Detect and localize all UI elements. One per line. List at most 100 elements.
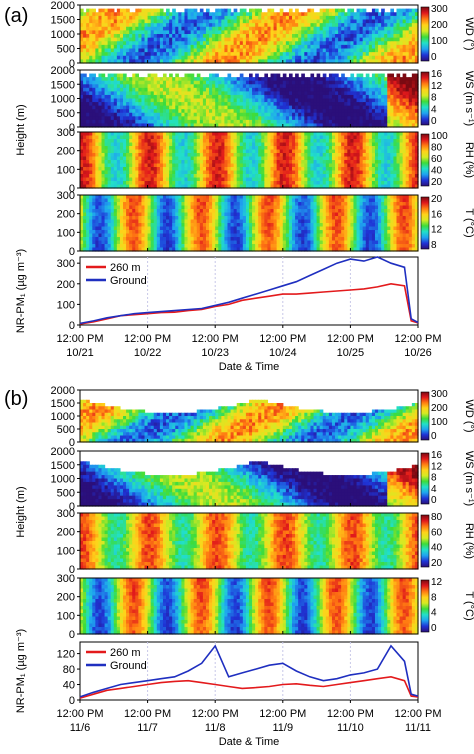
heatmap-cell (153, 30, 158, 35)
heatmap-cell (356, 73, 361, 78)
heatmap-cell (313, 19, 318, 24)
heatmap-cell (126, 170, 130, 175)
heatmap-cell (92, 105, 96, 110)
heatmap-cell (396, 55, 401, 60)
heatmap-cell (156, 160, 161, 165)
heatmap-cell (381, 52, 385, 57)
heatmap-cell (338, 44, 342, 50)
heatmap-cell (408, 34, 413, 39)
heatmap-cell (172, 94, 176, 100)
heatmap-cell (239, 112, 244, 117)
heatmap-cell (288, 119, 293, 125)
heatmap-cell (224, 30, 229, 35)
heatmap-cell (166, 132, 170, 137)
heatmap-cell (178, 116, 182, 121)
heatmap-cell (242, 37, 247, 42)
heatmap-cell (365, 112, 370, 117)
heatmap-cell (83, 30, 87, 35)
heatmap-cell (335, 112, 339, 117)
heatmap-cell (292, 105, 296, 110)
heatmap-cell (89, 146, 93, 151)
heatmap-cell (190, 48, 195, 53)
heatmap-cell (273, 98, 278, 103)
heatmap-cell (187, 19, 192, 24)
heatmap-cell (362, 44, 367, 50)
heatmap-cell (411, 34, 416, 39)
heatmap-cell (350, 77, 355, 82)
heatmap-cell (190, 73, 195, 78)
heatmap-cell (307, 112, 312, 117)
heatmap-cell (393, 48, 398, 53)
heatmap-cell (264, 12, 269, 17)
heatmap-cell (341, 59, 345, 64)
heatmap-cell (159, 55, 164, 60)
heatmap-cell (350, 94, 355, 100)
heatmap-cell (258, 8, 262, 13)
heatmap-cell (356, 23, 361, 28)
heatmap-cell (335, 77, 339, 82)
heatmap-cell (119, 105, 124, 110)
heatmap-cell (132, 149, 136, 154)
heatmap-cell (187, 109, 192, 114)
heatmap-cell (150, 12, 155, 17)
heatmap-cell (245, 48, 250, 53)
heatmap-cell (162, 91, 167, 96)
heatmap-cell (126, 112, 130, 117)
heatmap-cell (347, 30, 351, 35)
heatmap-cell (313, 37, 318, 42)
heatmap-cell (138, 44, 143, 50)
heatmap-cell (144, 37, 149, 42)
heatmap-cell (227, 112, 232, 117)
heatmap-cell (166, 139, 170, 144)
heatmap-cell (279, 109, 284, 114)
heatmap-cell (135, 59, 139, 64)
heatmap-cell (258, 30, 262, 35)
heatmap-cell (279, 84, 284, 89)
heatmap-cell (166, 167, 170, 172)
heatmap-cell (245, 52, 250, 57)
heatmap-cell (119, 109, 124, 114)
heatmap-cell (209, 48, 213, 53)
heatmap-cell (239, 59, 244, 64)
heatmap-cell (83, 26, 87, 31)
heatmap-cell (135, 105, 139, 110)
heatmap-cell (362, 37, 367, 42)
heatmap-cell (80, 19, 84, 24)
heatmap-cell (135, 48, 139, 53)
heatmap-cell (239, 116, 244, 121)
heatmap-cell (83, 156, 87, 161)
heatmap-cell (408, 105, 413, 110)
heatmap-cell (264, 26, 269, 31)
heatmap-cell (123, 163, 127, 168)
heatmap-cell (359, 84, 364, 89)
heatmap-cell (325, 94, 330, 100)
heatmap-cell (411, 91, 416, 96)
heatmap-cell (119, 102, 124, 107)
heatmap-cell (150, 105, 155, 110)
heatmap-cell (224, 59, 229, 64)
heatmap-cell (129, 167, 133, 172)
heatmap-cell (347, 105, 351, 110)
heatmap-cell (150, 30, 155, 35)
heatmap-cell (362, 94, 367, 100)
heatmap-cell (224, 15, 229, 21)
heatmap-cell (411, 105, 416, 110)
heatmap-cell (181, 12, 186, 17)
heatmap-cell (328, 80, 333, 85)
heatmap-cell (288, 34, 293, 39)
heatmap-cell (110, 8, 115, 13)
heatmap-cell (325, 84, 330, 89)
heatmap-cell (316, 19, 321, 24)
heatmap-cell (135, 139, 139, 144)
heatmap-cell (359, 119, 364, 125)
heatmap-cell (104, 146, 109, 151)
heatmap-cell (350, 15, 355, 21)
heatmap-cell (365, 55, 370, 60)
heatmap-cell (267, 41, 272, 46)
heatmap-cell (365, 105, 370, 110)
heatmap-cell (319, 91, 324, 96)
heatmap-cell (292, 37, 296, 42)
heatmap-cell (322, 91, 327, 96)
heatmap-cell (116, 149, 121, 154)
heatmap-cell (301, 116, 305, 121)
